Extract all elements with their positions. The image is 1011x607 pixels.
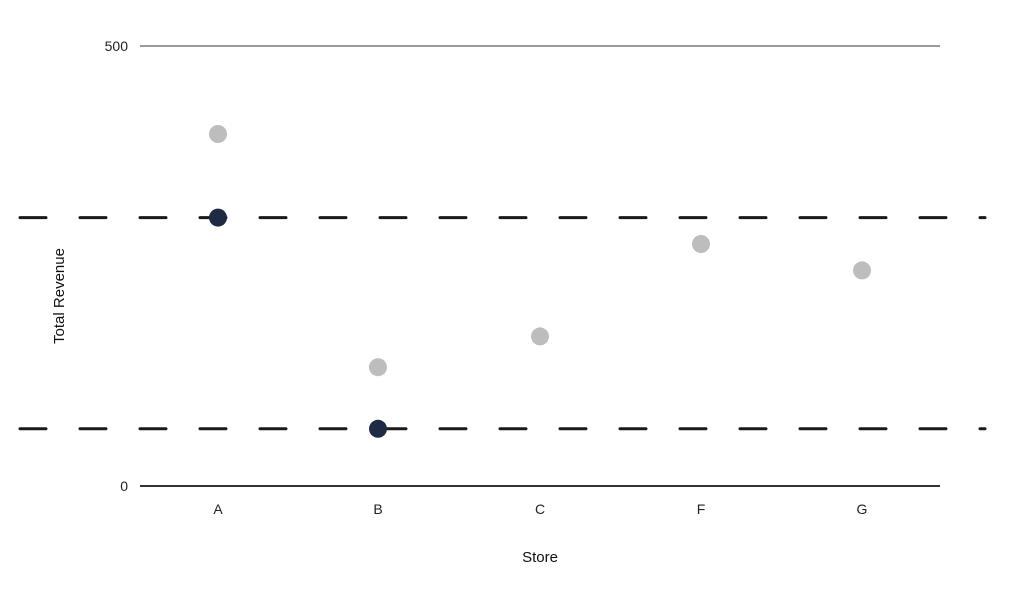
x-axis-title: Store xyxy=(522,549,558,566)
y-tick-label: 500 xyxy=(105,38,129,54)
data-point xyxy=(369,358,387,377)
data-point xyxy=(692,235,710,253)
data-points xyxy=(209,125,871,438)
y-tick-label: 0 xyxy=(120,478,128,494)
y-axis-title: Total Revenue xyxy=(51,248,68,344)
data-point xyxy=(531,327,549,346)
x-tick-label: A xyxy=(213,501,223,517)
x-tick-label: B xyxy=(373,501,382,517)
data-point xyxy=(369,419,387,438)
axes xyxy=(140,45,940,487)
x-tick-label: F xyxy=(697,501,706,517)
x-tick-label: G xyxy=(857,501,868,517)
y-tick-labels: 0 500 xyxy=(105,38,129,494)
data-point xyxy=(853,261,871,280)
reference-lines xyxy=(18,216,987,431)
data-point xyxy=(209,208,227,227)
data-point xyxy=(209,125,227,143)
x-tick-label: C xyxy=(535,501,545,517)
